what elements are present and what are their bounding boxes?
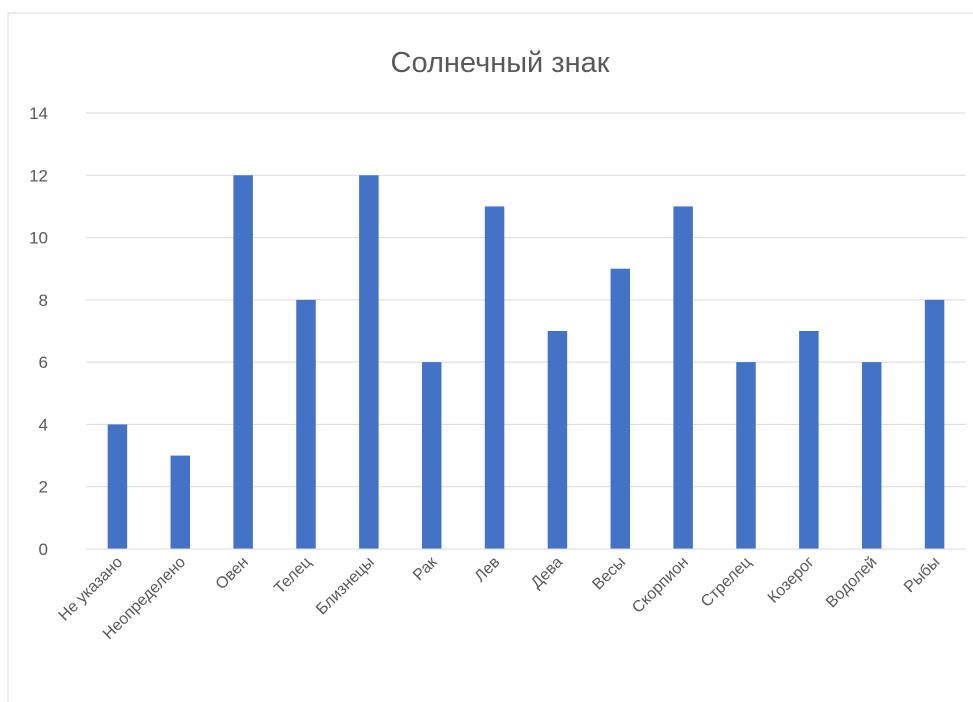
y-tick-label: 10 — [29, 229, 48, 248]
bar — [170, 455, 191, 549]
bars — [107, 175, 945, 550]
x-category-label: Близнецы — [313, 554, 378, 619]
y-tick-label: 14 — [29, 104, 48, 123]
bar — [107, 424, 128, 549]
x-category-label: Водолей — [823, 554, 880, 611]
y-tick-label: 2 — [39, 478, 48, 497]
bar — [736, 362, 756, 549]
gridlines — [86, 112, 966, 488]
bar — [673, 206, 693, 549]
x-category-label: Телец — [271, 554, 315, 598]
y-tick-label: 6 — [39, 353, 48, 372]
x-category-label: Козерог — [765, 554, 818, 607]
bar — [359, 175, 379, 550]
y-tick-label: 0 — [39, 540, 48, 559]
bar — [296, 299, 316, 549]
x-category-label: Рак — [410, 553, 441, 584]
x-category-label: Рыбы — [901, 554, 943, 596]
y-tick-label: 4 — [39, 415, 48, 434]
x-category-label: Скорпион — [629, 554, 692, 617]
y-tick-label: 8 — [39, 291, 48, 310]
bar — [233, 175, 253, 550]
bar — [484, 206, 505, 549]
bar — [547, 331, 568, 549]
bar — [861, 362, 882, 549]
bar — [924, 299, 945, 549]
bar — [421, 362, 442, 549]
y-axis-ticks: 0 2 4 6 8 10 12 14 — [29, 104, 48, 559]
bar — [799, 331, 819, 549]
x-category-label: Дева — [528, 554, 566, 592]
y-tick-label: 12 — [29, 166, 48, 185]
x-category-label: Овен — [213, 554, 252, 593]
x-category-label: Лев — [472, 554, 504, 586]
bar — [610, 268, 631, 549]
x-category-label: Стрелец — [698, 554, 755, 611]
chart-title: Солнечный знак — [391, 47, 610, 79]
x-category-label: Весы — [589, 554, 629, 594]
